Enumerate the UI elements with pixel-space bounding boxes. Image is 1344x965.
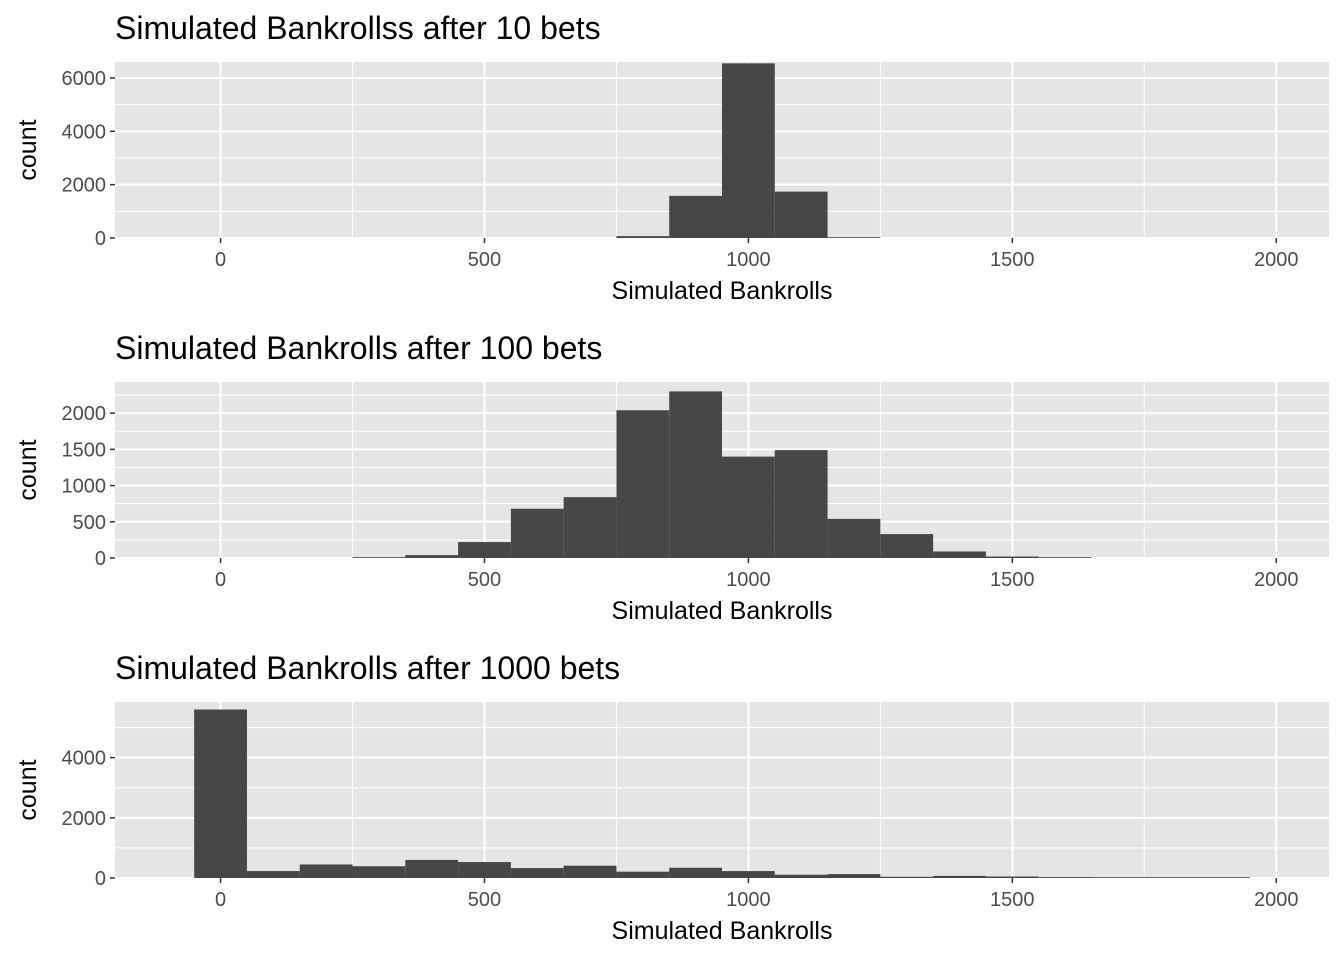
- histogram-bar: [352, 866, 406, 878]
- x-tick-label: 2000: [1254, 569, 1299, 591]
- x-tick-label: 0: [215, 569, 226, 591]
- histogram-bar: [985, 556, 1039, 558]
- histogram-bar: [669, 391, 722, 558]
- x-tick-label: 1000: [726, 889, 771, 911]
- x-tick-label: 2000: [1254, 249, 1299, 271]
- histogram-bar: [616, 236, 670, 238]
- histogram-bar: [774, 191, 828, 238]
- y-tick-label: 2000: [62, 808, 107, 830]
- histogram-bar: [933, 551, 986, 558]
- histogram-bar: [510, 508, 564, 558]
- y-tick-label: 1000: [62, 476, 107, 498]
- histogram-bar: [933, 875, 986, 878]
- x-tick-label: 500: [468, 889, 501, 911]
- histogram-bar: [669, 867, 722, 878]
- histogram-bar: [510, 868, 564, 878]
- y-tick-label: 4000: [62, 748, 107, 770]
- histogram-bar: [458, 862, 511, 878]
- y-tick-label: 2000: [62, 175, 107, 197]
- histogram-bar: [1197, 877, 1250, 878]
- histogram-bar: [246, 871, 300, 878]
- y-tick-label: 4000: [62, 121, 107, 143]
- chart-title: Simulated Bankrollss after 10 bets: [115, 10, 601, 46]
- y-axis-title: count: [14, 759, 42, 820]
- x-tick-label: 1000: [726, 569, 771, 591]
- y-axis-title: count: [14, 439, 42, 500]
- x-tick-label: 1500: [990, 569, 1035, 591]
- chart-panel-3: 0 500 1000 1500 2000 0 2000 4000 Simulated Bankr…: [14, 650, 1329, 945]
- chart-title: Simulated Bankrolls after 100 bets: [115, 330, 602, 366]
- histogram-bar: [194, 709, 247, 878]
- x-tick-label: 0: [215, 889, 226, 911]
- histogram-bar: [405, 859, 459, 878]
- x-tick-label: 500: [468, 569, 501, 591]
- histogram-bar: [722, 456, 775, 558]
- histogram-bar: [827, 874, 881, 878]
- histogram-bar: [458, 542, 511, 558]
- x-axis-title: Simulated Bankrolls: [612, 917, 833, 945]
- histogram-bar: [827, 237, 881, 238]
- x-tick-label: 1500: [990, 249, 1035, 271]
- x-axis-title: Simulated Bankrolls: [612, 597, 833, 625]
- histogram-bar: [1038, 557, 1092, 558]
- histogram-bar: [827, 518, 881, 558]
- histogram-bar: [616, 410, 670, 558]
- y-tick-label: 1500: [62, 439, 107, 461]
- histogram-bar: [1144, 877, 1198, 878]
- x-axis-title: Simulated Bankrolls: [612, 277, 833, 305]
- histogram-bar: [563, 865, 617, 878]
- y-axis-title: count: [14, 119, 42, 180]
- histogram-bar: [1091, 877, 1145, 878]
- chart-panel-1: 0 500 1000 1500 2000 0 2000 4000 6000 Simulated B…: [14, 10, 1329, 305]
- histogram-bar: [669, 195, 722, 238]
- histogram-bar: [1038, 877, 1092, 878]
- y-tick-label: 0: [95, 228, 106, 250]
- x-tick-label: 0: [215, 249, 226, 271]
- y-tick-label: 0: [95, 868, 106, 890]
- histogram-bar: [774, 450, 828, 558]
- histogram-bar: [722, 63, 775, 239]
- x-tick-label: 1500: [990, 889, 1035, 911]
- x-tick-label: 1000: [726, 249, 771, 271]
- x-tick-label: 2000: [1254, 889, 1299, 911]
- y-tick-label: 0: [95, 548, 106, 570]
- histogram-bar: [352, 557, 406, 558]
- histogram-bar: [299, 864, 353, 878]
- histogram-bar: [774, 874, 828, 878]
- histogram-bar: [985, 876, 1039, 878]
- y-tick-label: 500: [73, 512, 106, 534]
- y-tick-label: 6000: [62, 68, 107, 90]
- histogram-bar: [880, 534, 934, 558]
- histogram-bar: [616, 871, 670, 878]
- histogram-bar: [722, 871, 775, 878]
- plot-panel-background: [115, 702, 1329, 878]
- y-tick-label: 2000: [62, 403, 107, 425]
- chart-title: Simulated Bankrolls after 1000 bets: [115, 650, 620, 686]
- histogram-bar: [880, 876, 934, 878]
- histogram-bar: [405, 555, 459, 558]
- chart-panel-2: 0 500 1000 1500 2000 0 500 1000 1500 2000 Simulate…: [14, 330, 1329, 625]
- x-tick-label: 500: [468, 249, 501, 271]
- histogram-bar: [563, 497, 617, 558]
